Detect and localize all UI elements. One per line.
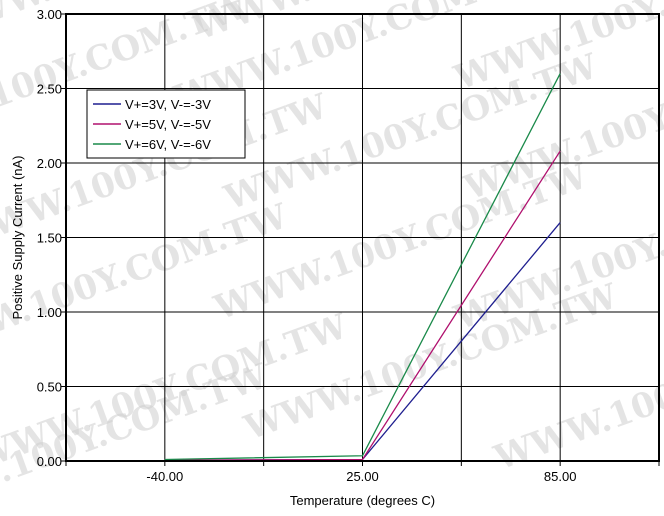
- y-axis-title: Positive Supply Current (nA): [10, 155, 25, 319]
- x-tick-label: 25.00: [346, 469, 379, 484]
- legend-label: V+=6V, V-=-6V: [125, 137, 211, 152]
- legend: V+=3V, V-=-3V V+=5V, V-=-5V V+=6V, V-=-6V: [86, 89, 246, 159]
- y-tick-label: 2.00: [37, 156, 62, 171]
- x-tick-label: 85.00: [544, 469, 577, 484]
- legend-label: V+=3V, V-=-3V: [125, 97, 211, 112]
- x-axis-ticks: -40.00 25.00 85.00: [65, 461, 660, 484]
- series-line: [164, 73, 561, 461]
- x-tick-label: -40.00: [146, 469, 183, 484]
- gridlines: [66, 13, 659, 462]
- y-tick-label: 1.00: [37, 305, 62, 320]
- y-tick-label: 0.50: [37, 380, 62, 395]
- x-axis-title: Temperature (degrees C): [290, 493, 435, 508]
- y-axis-ticks: 0.00 0.50 1.00 1.50 2.00 2.50 3.00: [37, 7, 66, 469]
- y-tick-label: 0.00: [37, 454, 62, 469]
- y-tick-label: 2.50: [37, 82, 62, 97]
- y-tick-label: 1.50: [37, 231, 62, 246]
- y-tick-label: 3.00: [37, 7, 62, 22]
- legend-label: V+=5V, V-=-5V: [125, 117, 211, 132]
